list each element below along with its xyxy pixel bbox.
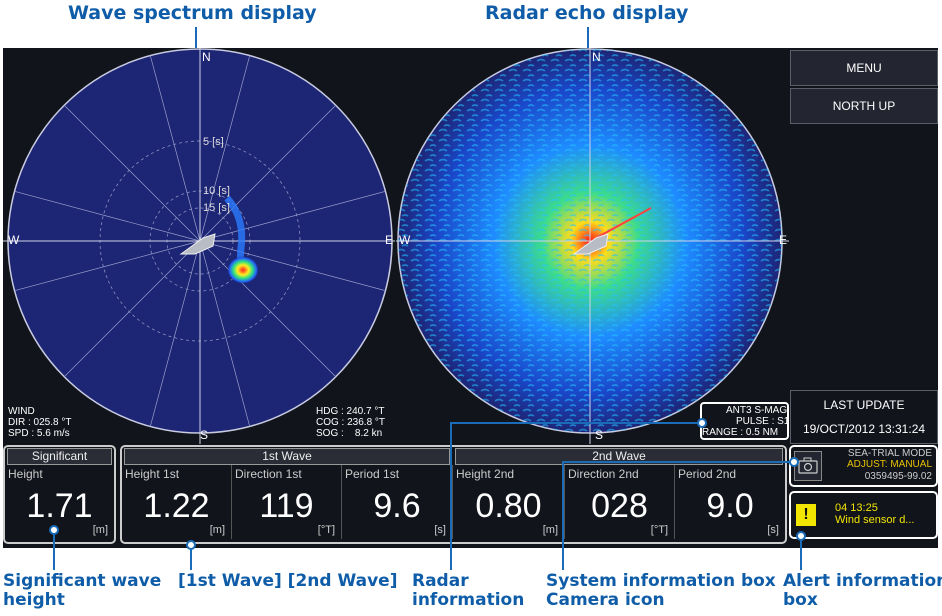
north-up-button[interactable]: NORTH UP [790, 88, 938, 124]
leader-line [562, 461, 564, 570]
wave-spectrum-display[interactable]: N S W E 5 [s] 10 [s] 15 [s] WIND DIR : 0… [3, 48, 395, 444]
last-update-label: LAST UPDATE [790, 398, 938, 412]
callout-radar-info: Radar information [412, 572, 524, 609]
last-update-value: 19/OCT/2012 13:31:24 [790, 422, 938, 436]
wave-dir-east: E [385, 233, 393, 247]
significant-height-unit: [m] [93, 524, 108, 536]
cell-unit: [m] [543, 524, 558, 536]
alert-time: 04 13:25 [835, 502, 878, 514]
leader-dot [789, 457, 799, 467]
callout-radar-echo: Radar echo display [485, 3, 688, 24]
leader-dot [186, 540, 196, 550]
cell-label: Period 2nd [678, 467, 736, 481]
wave-cell-height-2nd: Height 2nd 0.80 [m] [453, 465, 565, 539]
cell-value: 0.80 [453, 487, 564, 526]
wind-direction: DIR : 025.8 °T [8, 417, 71, 428]
significant-header: Significant [7, 448, 112, 465]
wave-spectrum-scope [3, 48, 395, 444]
alert-message: Wind sensor d... [835, 514, 914, 526]
cell-label: Direction 2nd [568, 467, 639, 481]
wave-cell-height-1st: Height 1st 1.22 [m] [122, 465, 232, 539]
wave-cell-direction-1st: Direction 1st 119 [°T] [232, 465, 342, 539]
main-screen: N S W E 5 [s] 10 [s] 15 [s] WIND DIR : 0… [3, 48, 938, 548]
heading-value: HDG : 240.7 °T [316, 406, 384, 417]
callout-wave-spectrum: Wave spectrum display [68, 3, 317, 24]
cell-value: 9.6 [342, 487, 452, 526]
leader-dot [796, 531, 806, 541]
wind-speed: SPD : 5.6 m/s [8, 428, 70, 439]
cell-unit: [°T] [318, 524, 335, 536]
radar-echo-display[interactable]: N S W E ANT3 S-MAG PULSE : S1 RANGE : 0.… [396, 48, 789, 444]
leader-line [562, 461, 793, 463]
leader-line [800, 540, 802, 570]
wave-cell-direction-2nd: Direction 2nd 028 [°T] [565, 465, 675, 539]
radar-antenna: ANT3 S-MAG [726, 405, 787, 416]
radar-pulse: PULSE : S1 [736, 416, 789, 427]
callout-alert-info: Alert information box [783, 572, 942, 609]
radar-dir-north: N [592, 50, 601, 64]
cell-unit: [s] [767, 524, 779, 536]
significant-height-value: 1.71 [5, 487, 114, 526]
wave-cell-period-2nd: Period 2nd 9.0 [s] [675, 465, 785, 539]
leader-line [450, 422, 702, 424]
callout-system-info: System information box Camera icon [546, 572, 776, 609]
radar-dir-east: E [779, 233, 787, 247]
cell-value: 028 [565, 487, 674, 526]
leader-line [450, 422, 452, 570]
ring-label-5s: 5 [s] [203, 136, 224, 148]
sog-value: SOG : 8.2 kn [316, 428, 382, 439]
leader-dot [49, 525, 59, 535]
cell-unit: [m] [210, 524, 225, 536]
cell-label: Period 1st [345, 467, 399, 481]
cell-label: Height 1st [125, 467, 179, 481]
leader-dot [697, 418, 707, 428]
leader-line [190, 548, 192, 570]
cell-label: Direction 1st [235, 467, 302, 481]
significant-height-label: Height [8, 467, 43, 481]
first-wave-header: 1st Wave [124, 448, 450, 465]
system-serial: 0359495-99.02 [865, 471, 932, 482]
cell-value: 1.22 [122, 487, 231, 526]
wave-cell-period-1st: Period 1st 9.6 [s] [342, 465, 453, 539]
cell-value: 9.0 [675, 487, 785, 526]
ring-label-10s: 10 [s] [203, 185, 230, 197]
radar-echo-scope [396, 48, 789, 444]
wave-dir-south: S [200, 428, 208, 442]
wave-components-panel: 1st Wave 2nd Wave Height 1st 1.22 [m] Di… [120, 445, 787, 544]
significant-wave-panel: Significant Height 1.71 [m] [3, 445, 116, 544]
cell-unit: [s] [434, 524, 446, 536]
system-adjust: ADJUST: MANUAL [847, 459, 932, 470]
radar-range: RANGE : 0.5 NM [702, 427, 778, 438]
radar-dir-south: S [595, 428, 603, 442]
radar-dir-west: W [399, 233, 410, 247]
callout-waves: [1st Wave] [2nd Wave] [178, 572, 397, 591]
warning-icon: ! [796, 504, 816, 526]
menu-button[interactable]: MENU [790, 50, 938, 86]
cell-label: Height 2nd [456, 467, 514, 481]
system-info-box: SEA-TRIAL MODE ADJUST: MANUAL 0359495-99… [789, 445, 938, 487]
system-mode: SEA-TRIAL MODE [848, 448, 932, 459]
cell-unit: [°T] [651, 524, 668, 536]
camera-icon[interactable] [794, 451, 822, 481]
alert-info-box[interactable]: ! 04 13:25 Wind sensor d... [789, 491, 938, 539]
cog-value: COG : 236.8 °T [316, 417, 385, 428]
significant-height-cell: Height 1.71 [m] [5, 465, 114, 539]
wind-label: WIND [8, 406, 35, 417]
wave-dir-west: W [8, 233, 19, 247]
callout-significant: Significant wave height [3, 572, 161, 609]
ring-label-15s: 15 [s] [203, 202, 230, 214]
wave-dir-north: N [202, 50, 211, 64]
leader-line [53, 530, 55, 570]
cell-value: 119 [232, 487, 341, 526]
